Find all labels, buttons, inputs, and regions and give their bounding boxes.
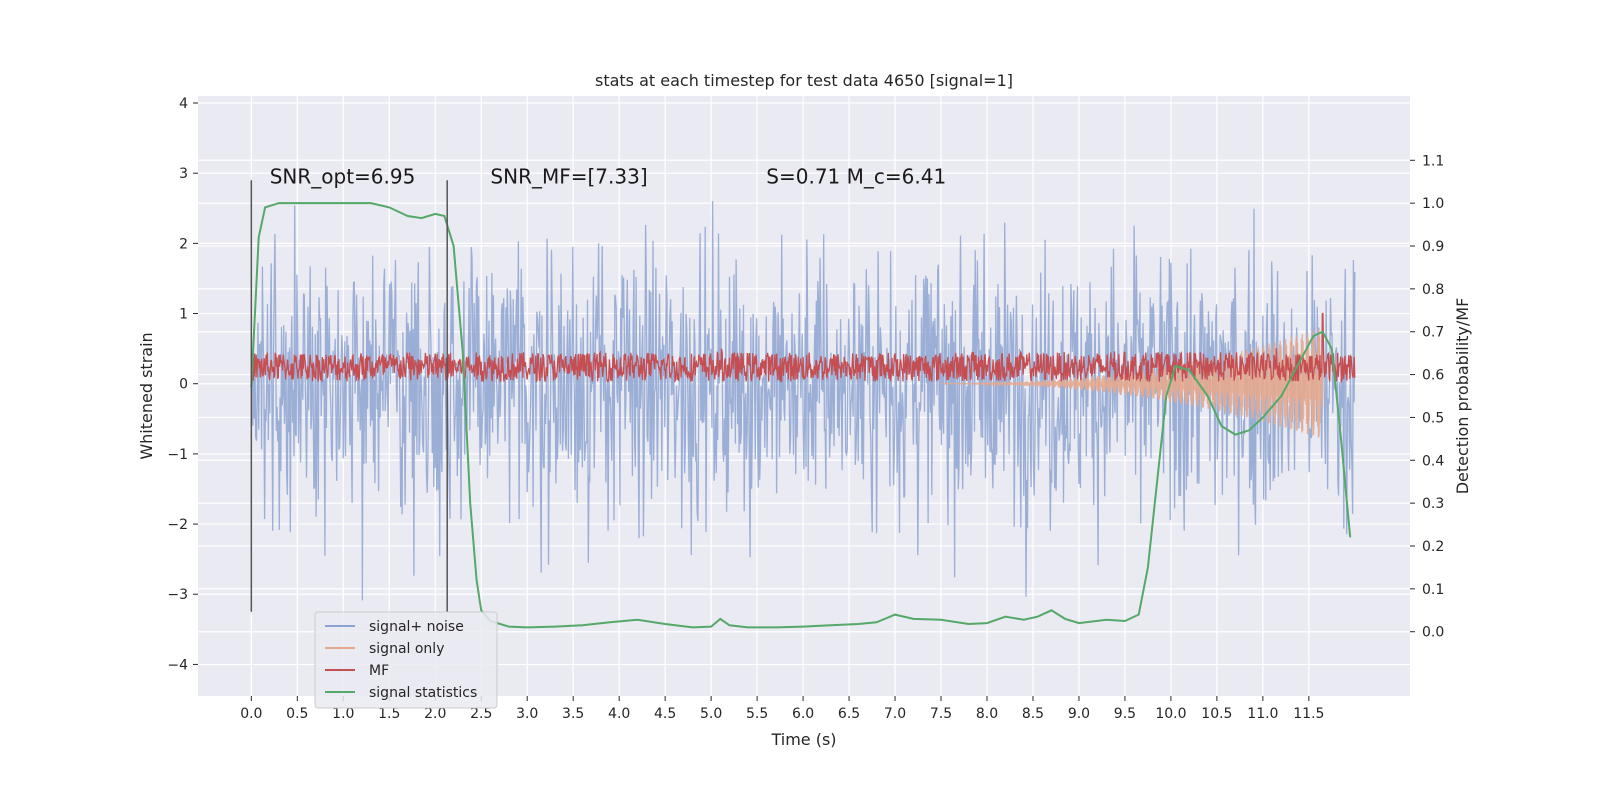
x-axis-label: Time (s) [770,730,836,749]
x-tick-label: 4.0 [608,706,630,722]
x-tick-label: 8.0 [976,706,998,722]
x-tick-label: 10.0 [1155,706,1186,722]
annotation-2: SNR_MF=[7.33] [490,165,647,189]
x-tick-label: 5.5 [746,706,768,722]
y2-tick-label: 0.5 [1422,410,1444,426]
legend-label: signal only [369,641,444,657]
legend-label: signal+ noise [369,619,464,635]
legend-box [314,611,498,709]
y-tick-label: 1 [179,307,188,323]
y2-axis-label: Detection probability/MF [1453,298,1472,495]
x-tick-label: 1.0 [332,706,354,722]
y-tick-label: −1 [167,447,188,463]
legend-label: MF [369,663,389,679]
series-signal-only [941,328,1324,438]
y2-tick-label: 0.7 [1422,325,1444,341]
x-tick-label: 8.5 [1022,706,1044,722]
y2-tick-label: 0.1 [1422,582,1444,598]
series-layer [250,180,1356,629]
series-mf [250,312,1356,384]
y2-tick-label: 1.1 [1422,153,1444,169]
y2-tick-label: 0.6 [1422,368,1444,384]
y-axis-label: Whitened strain [137,332,156,459]
y-tick-label: −4 [167,657,188,673]
x-tick-label: 10.5 [1201,706,1232,722]
x-tick-label: 0.0 [240,706,262,722]
x-tick-label: 7.5 [930,706,952,722]
axes-layer: 0.0 0.5 1.0 1.5 2.0 2.5 3.0 3.5 4.0 4.5 5.0 5.5 6.0 6… [167,96,1444,722]
y2-tick-label: 0.4 [1422,453,1444,469]
y-tick-label: 2 [179,236,188,252]
x-tick-label: 9.5 [1114,706,1136,722]
x-tick-label: 11.0 [1247,706,1278,722]
y-tick-label: 4 [179,96,188,112]
y-tick-label: 0 [179,377,188,393]
y2-tick-label: 0.3 [1422,496,1444,512]
y2-tick-label: 0.9 [1422,239,1444,255]
y-tick-label: 3 [179,166,188,182]
series-signal-noise [250,201,1356,601]
y2-tick-label: 0.8 [1422,282,1444,298]
x-tick-label: 9.0 [1068,706,1090,722]
y-tick-label: −3 [167,587,188,603]
annotations: SNR_opt=6.95 SNR_MF=[7.33] S=0.71 M_c=6.41 [270,165,946,189]
x-tick-label: 2.0 [424,706,446,722]
x-tick-label: 6.0 [792,706,814,722]
y2-tick-label: 0.0 [1422,625,1444,641]
x-tick-label: 6.5 [838,706,860,722]
annotation-1: SNR_opt=6.95 [270,165,416,189]
x-tick-label: 3.5 [562,706,584,722]
y2-tick-label: 1.0 [1422,196,1444,212]
x-tick-label: 0.5 [286,706,308,722]
x-tick-label: 11.5 [1293,706,1324,722]
annotation-3: S=0.71 M_c=6.41 [766,165,946,189]
y-tick-label: −2 [167,517,188,533]
x-tick-label: 2.5 [470,706,492,722]
x-tick-label: 3.0 [516,706,538,722]
x-tick-label: 4.5 [654,706,676,722]
chart-title: stats at each timestep for test data 465… [595,71,1013,90]
x-tick-label: 7.0 [884,706,906,722]
legend-label: signal statistics [369,685,477,701]
y2-tick-label: 0.2 [1422,539,1444,555]
x-tick-label: 1.5 [378,706,400,722]
legend: signal+ noise signal only MF signal statist… [314,611,498,709]
x-tick-label: 5.0 [700,706,722,722]
series-signal-statistics [250,202,1352,629]
